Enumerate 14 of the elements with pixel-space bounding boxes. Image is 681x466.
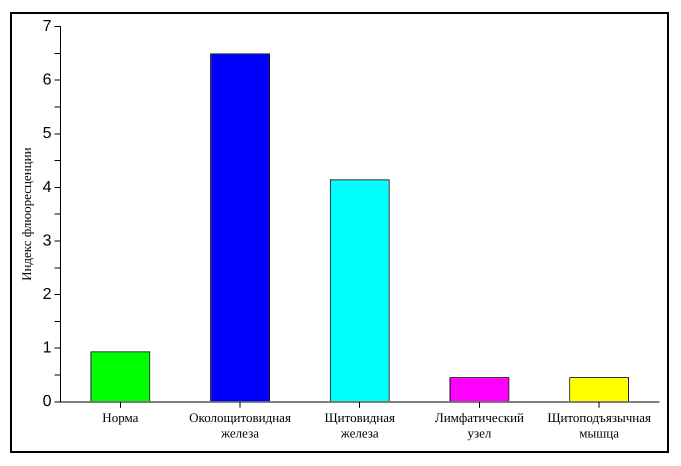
x-tick-label: Норма <box>102 410 139 426</box>
y-tick-label: 1 <box>42 340 52 357</box>
x-tick-label: Щитовидная железа <box>324 410 396 441</box>
y-axis-title: Индекс флюоресценции <box>19 147 34 281</box>
y-tick-label: 2 <box>42 286 52 304</box>
y-tick-label: 3 <box>42 232 52 250</box>
x-tick-label: Лимфатический узел <box>434 410 524 441</box>
x-tick-label: Щитоподъязычная мышца <box>547 410 651 441</box>
y-tick-label: 7 <box>42 18 52 36</box>
y-tick-label: 4 <box>42 178 52 196</box>
x-tick-label: Околощитовидная железа <box>189 410 291 441</box>
y-tick-label: 0 <box>42 393 52 410</box>
y-tick-label: 6 <box>42 72 52 89</box>
y-tick-label: 5 <box>42 125 52 142</box>
